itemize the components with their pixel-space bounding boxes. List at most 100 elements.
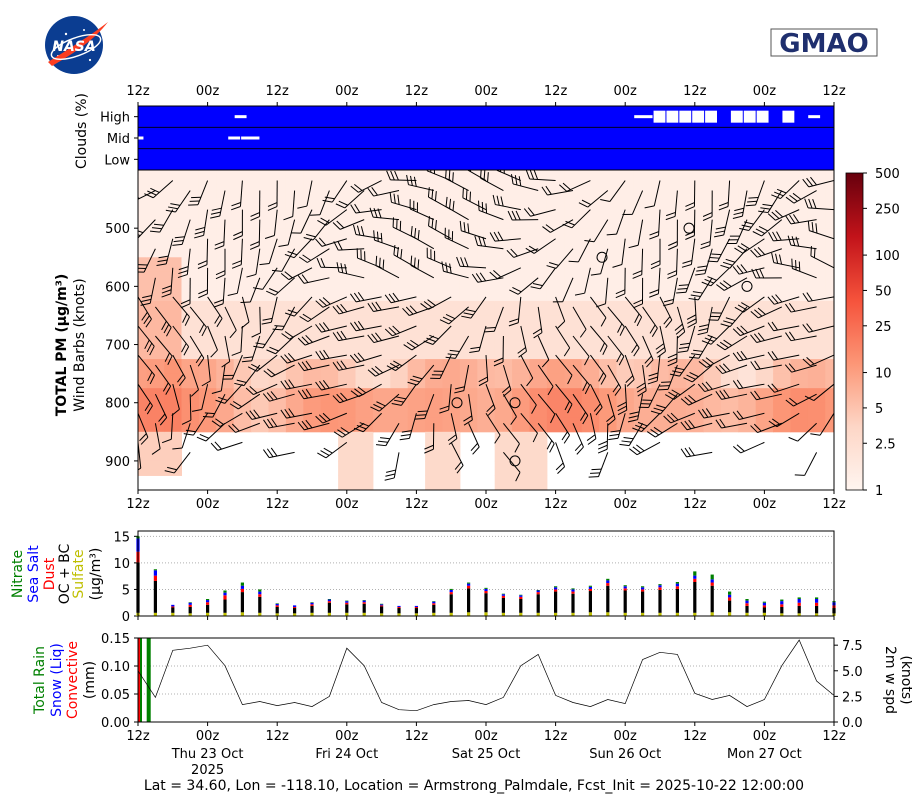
wind-barb-flag xyxy=(595,407,603,416)
pm-heatmap-cell xyxy=(668,402,687,418)
wind-barb-flag xyxy=(231,206,241,211)
wind-barb xyxy=(768,231,800,242)
pm-heatmap-cell xyxy=(581,330,600,346)
wind-barb-staff xyxy=(709,219,713,246)
pm-heatmap-cell xyxy=(825,330,834,346)
wind-barb xyxy=(463,170,487,181)
wind-barb-flag xyxy=(201,380,211,387)
wind-barb xyxy=(367,332,400,344)
wind-barb-flag xyxy=(697,265,708,268)
pm-heatmap-cell xyxy=(581,184,600,200)
wind-barb-flag xyxy=(621,440,632,443)
wind-barb-flag xyxy=(663,415,672,424)
wind-barb-flag xyxy=(336,304,344,314)
aerosol-bar-segment xyxy=(310,605,314,613)
wind-barb-flag xyxy=(734,306,744,313)
wind-barb-flag xyxy=(776,231,782,241)
wind-barb-flag xyxy=(280,355,288,364)
pm-heatmap-cell xyxy=(198,213,217,229)
wind-barb-flag xyxy=(668,391,678,398)
pm-heatmap-cell xyxy=(564,228,583,244)
pm-heatmap-cell xyxy=(477,228,496,244)
wind-barb-staff xyxy=(621,238,626,265)
wind-barb-flag xyxy=(561,431,568,441)
aerosol-bar-segment xyxy=(501,612,505,616)
wind-barb-flag xyxy=(251,332,261,338)
pm-heatmap-cell xyxy=(216,373,235,389)
wind-barb xyxy=(322,180,348,203)
wind-barb-staff xyxy=(774,383,800,393)
wind-barb-flag xyxy=(197,264,208,269)
aerosol-bar-segment xyxy=(327,601,331,603)
wind-barb-staff xyxy=(520,325,527,352)
wind-barb xyxy=(420,296,452,310)
wind-barb xyxy=(667,335,678,367)
wind-barb xyxy=(597,423,609,454)
pm-heatmap-cell xyxy=(146,431,165,447)
aerosol-bar-segment xyxy=(501,595,505,598)
pm-heatmap-cell xyxy=(198,300,217,316)
wind-barb-flag xyxy=(385,473,396,477)
pm-heatmap-cell xyxy=(668,315,687,331)
top-time-tick-label: 12z xyxy=(405,84,429,99)
wind-barb xyxy=(681,238,696,268)
wind-barb-staff xyxy=(138,296,152,320)
pm-heatmap-cell xyxy=(390,359,409,375)
wind-barb xyxy=(713,209,731,238)
wind-barb-flag xyxy=(685,206,695,211)
wind-barb-flag xyxy=(428,216,430,227)
wind-barb-staff xyxy=(224,383,243,404)
wind-barb-staff xyxy=(468,394,473,420)
pm-heatmap-cell xyxy=(268,271,287,287)
wind-barb-flag xyxy=(707,334,718,340)
pm-heatmap-cell xyxy=(338,257,356,273)
wind-barb-flag xyxy=(656,404,666,409)
wind-barb-flag xyxy=(246,273,257,278)
aerosol-bar-segment xyxy=(258,591,262,595)
wind-barb-staff xyxy=(154,423,161,449)
wind-barb-flag xyxy=(531,404,537,414)
pm-heatmap-cell xyxy=(372,242,391,258)
wind-barb-staff xyxy=(460,265,487,269)
wind-barb xyxy=(750,332,782,343)
pm-heatmap-cell xyxy=(825,213,834,229)
cloud-gap xyxy=(743,110,756,123)
pm-heatmap-cell xyxy=(268,257,287,273)
wind-barb xyxy=(403,335,435,351)
wind-barb-flag xyxy=(788,302,796,312)
aerosol-bar-segment xyxy=(275,613,279,616)
wind-barb-flag xyxy=(719,364,727,373)
pm-heatmap-cell xyxy=(268,242,287,258)
wind-barb-flag xyxy=(439,409,449,414)
wind-barb-flag xyxy=(680,421,688,431)
pm-heatmap-cell xyxy=(773,388,791,404)
wind-barb-flag xyxy=(389,192,392,203)
pm-heatmap-cell xyxy=(703,170,722,186)
pm-heatmap-cell xyxy=(546,388,565,404)
wind-barb xyxy=(297,334,330,346)
wind-barb-staff xyxy=(673,383,696,400)
wind-barb-flag xyxy=(384,477,395,481)
aerosol-bar-segment xyxy=(240,588,244,593)
pm-heatmap-cell xyxy=(146,242,165,258)
wind-barb-flag xyxy=(750,334,758,343)
pm-heatmap-cell xyxy=(425,388,443,404)
wind-barb xyxy=(241,335,261,363)
wind-barb-flag xyxy=(650,410,661,415)
aerosol-bar-segment xyxy=(258,594,262,597)
wind-barb xyxy=(680,419,713,431)
aerosol-bar-segment xyxy=(797,602,801,606)
wind-barb-flag xyxy=(413,200,415,211)
wind-barb-flag xyxy=(198,289,208,295)
wind-barb-flag xyxy=(787,235,792,246)
pm-heatmap-cell xyxy=(338,446,356,462)
pm-heatmap-cell xyxy=(755,373,774,389)
pm-heatmap-cell xyxy=(807,344,826,360)
pm-heatmap-cell xyxy=(268,315,287,331)
wind-barb-flag xyxy=(266,418,274,428)
wind-barb xyxy=(350,320,382,332)
wind-barb-flag xyxy=(758,226,769,232)
pm-heatmap-cell xyxy=(390,170,409,186)
pm-heatmap-cell xyxy=(807,388,826,404)
pm-heatmap-cell xyxy=(442,475,461,490)
